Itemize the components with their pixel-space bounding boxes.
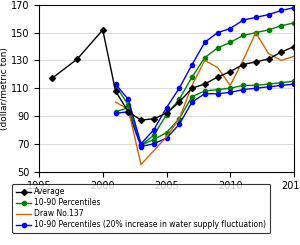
10-90 Percentiles (20% increase in water supply fluctuation) — [114, 83, 117, 86]
Draw No.137 — [203, 59, 206, 62]
10-90 Percentiles — [216, 47, 219, 49]
10-90 Percentiles (20% increase in water supply fluctuation) — [241, 19, 245, 22]
Average — [76, 58, 79, 61]
10-90 Percentiles (20% increase in water supply fluctuation) — [190, 63, 194, 66]
10-90 Percentiles — [292, 22, 296, 24]
10-90 Percentiles (20% increase in water supply fluctuation) — [203, 41, 206, 44]
10-90 Percentiles (20% increase in water supply fluctuation) — [127, 98, 130, 101]
10-90 Percentiles (20% increase in water supply fluctuation) — [139, 142, 143, 145]
10-90 Percentiles (20% increase in water supply fluctuation) — [229, 27, 232, 30]
10-90 Percentiles — [241, 34, 245, 37]
Average — [165, 112, 168, 115]
10-90 Percentiles (20% increase in water supply fluctuation) — [178, 87, 181, 90]
Line: 10-90 Percentiles: 10-90 Percentiles — [113, 21, 296, 147]
Draw No.137 — [139, 163, 143, 166]
10-90 Percentiles — [152, 134, 156, 137]
10-90 Percentiles (20% increase in water supply fluctuation) — [152, 128, 156, 131]
Draw No.137 — [292, 55, 296, 58]
Draw No.137 — [216, 66, 219, 69]
10-90 Percentiles — [114, 84, 117, 87]
Legend: Average, 10-90 Percentiles, Draw No.137, 10-90 Percentiles (20% increase in wate: Average, 10-90 Percentiles, Draw No.137,… — [12, 184, 270, 233]
10-90 Percentiles (20% increase in water supply fluctuation) — [267, 13, 270, 16]
Average — [241, 63, 245, 66]
Average — [216, 76, 219, 79]
10-90 Percentiles (20% increase in water supply fluctuation) — [292, 6, 296, 9]
Average — [152, 117, 156, 120]
Average — [139, 119, 143, 122]
Draw No.137 — [229, 84, 232, 87]
Line: Average: Average — [50, 28, 296, 122]
Draw No.137 — [267, 52, 270, 55]
Average — [127, 110, 130, 113]
10-90 Percentiles — [165, 113, 168, 116]
10-90 Percentiles — [229, 41, 232, 44]
10-90 Percentiles (20% increase in water supply fluctuation) — [280, 9, 283, 12]
Y-axis label: (dollar/metric ton): (dollar/metric ton) — [0, 47, 9, 130]
Average — [101, 28, 105, 31]
Draw No.137 — [152, 149, 156, 152]
Average — [267, 58, 270, 61]
10-90 Percentiles — [267, 28, 270, 31]
Draw No.137 — [178, 117, 181, 120]
10-90 Percentiles — [139, 144, 143, 147]
Average — [292, 45, 296, 48]
Draw No.137 — [241, 59, 245, 62]
10-90 Percentiles — [190, 76, 194, 79]
10-90 Percentiles (20% increase in water supply fluctuation) — [165, 106, 168, 109]
Line: Draw No.137: Draw No.137 — [116, 33, 294, 165]
10-90 Percentiles — [254, 31, 257, 34]
Average — [203, 83, 206, 86]
Average — [254, 60, 257, 63]
Average — [280, 51, 283, 54]
Draw No.137 — [254, 31, 257, 34]
Average — [178, 101, 181, 104]
Draw No.137 — [127, 108, 130, 110]
10-90 Percentiles (20% increase in water supply fluctuation) — [216, 31, 219, 34]
10-90 Percentiles — [178, 98, 181, 101]
Line: 10-90 Percentiles (20% increase in water supply fluctuation): 10-90 Percentiles (20% increase in water… — [113, 6, 296, 146]
10-90 Percentiles — [127, 103, 130, 106]
Draw No.137 — [114, 101, 117, 104]
Average — [229, 70, 232, 73]
10-90 Percentiles — [280, 24, 283, 27]
Draw No.137 — [280, 59, 283, 62]
Average — [114, 89, 117, 92]
10-90 Percentiles (20% increase in water supply fluctuation) — [254, 16, 257, 19]
Average — [50, 77, 54, 80]
Average — [190, 87, 194, 90]
Draw No.137 — [165, 135, 168, 138]
Draw No.137 — [190, 84, 194, 87]
10-90 Percentiles — [203, 56, 206, 59]
